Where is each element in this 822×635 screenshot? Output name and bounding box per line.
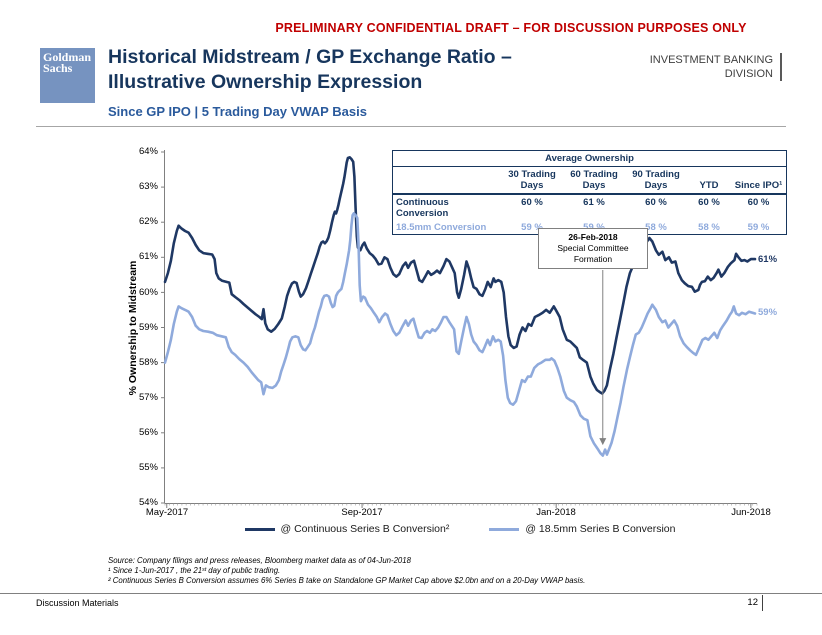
table-row-continuous: Continuous Conversion 60 % 61 % 60 % 60 … [393, 195, 786, 220]
cell-value: 59 % [747, 221, 770, 233]
cell-value: 58 % [698, 221, 720, 233]
footnote-source: Source: Company filings and press releas… [108, 556, 411, 565]
table-header-60d: 60 Trading Days [570, 169, 618, 191]
footer-deck-title: Discussion Materials [36, 598, 119, 608]
event-annotation-box: 26-Feb-2018 Special Committee Formation [538, 228, 648, 269]
y-axis-label: 56% [138, 427, 158, 438]
footnotes: Source: Company filings and press releas… [108, 556, 585, 585]
header-divider [36, 126, 786, 127]
legend-item-continuous: @ Continuous Series B Conversion² [244, 523, 450, 535]
end-label-18-5: 59% [758, 307, 778, 318]
legend-label-continuous: @ Continuous Series B Conversion² [280, 523, 450, 535]
page-title: Historical Midstream / GP Exchange Ratio… [108, 45, 648, 95]
average-ownership-table: Average Ownership 30 Trading Days 60 Tra… [392, 150, 787, 235]
division-line-2: DIVISION [724, 68, 773, 80]
x-axis-label: Jan-2018 [536, 507, 576, 518]
table-header-row: 30 Trading Days 60 Trading Days 90 Tradi… [393, 167, 786, 195]
cell-value: 60 % [645, 196, 667, 208]
legend-swatch-continuous [244, 527, 275, 531]
table-header-since-ipo: Since IPO¹ [734, 180, 783, 191]
table-header-90d: 90 Trading Days [632, 169, 680, 191]
division-line-1: INVESTMENT BANKING [649, 54, 773, 66]
cell-value: 58 % [645, 221, 667, 233]
cell-value: 60 % [747, 196, 770, 208]
y-axis-label: 64% [138, 146, 158, 157]
y-axis-label: 60% [138, 287, 158, 298]
table-row-18-5mm: 18.5mm Conversion 59 % 59 % 58 % 58 % 59… [393, 220, 786, 234]
legend-item-18-5: @ 18.5mm Series B Conversion [489, 523, 675, 535]
y-axis-label: 61% [138, 251, 158, 262]
table-header-ytd: YTD [699, 180, 719, 191]
cell-value: 59 % [521, 221, 543, 233]
page-number-bar [762, 595, 763, 611]
y-axis-label: 59% [138, 322, 158, 333]
chart-subtitle: Since GP IPO | 5 Trading Day VWAP Basis [108, 104, 367, 119]
row-label: Continuous Conversion [396, 196, 449, 219]
annotation-text-line-1: Special Committee [557, 243, 629, 253]
x-axis-label: Sep-2017 [341, 507, 383, 518]
y-axis-label: 58% [138, 357, 158, 368]
logo-line-1: Goldman [43, 50, 92, 64]
legend-label-18-5: @ 18.5mm Series B Conversion [525, 523, 676, 535]
y-axis-label: 62% [138, 216, 158, 227]
cell-value: 60 % [521, 196, 543, 208]
y-axis-label: 55% [138, 462, 158, 473]
annotation-date: 26-Feb-2018 [568, 232, 618, 242]
cell-value: 59 % [583, 221, 605, 233]
table-title: Average Ownership [393, 151, 786, 167]
end-label-continuous: 61% [758, 254, 778, 265]
goldman-sachs-logo: Goldman Sachs [40, 48, 95, 103]
page-title-line-1: Historical Midstream / GP Exchange Ratio… [108, 46, 512, 68]
confidentiality-disclaimer: PRELIMINARY CONFIDENTIAL DRAFT – FOR DIS… [275, 21, 747, 35]
division-label: INVESTMENT BANKING DIVISION [650, 53, 782, 81]
annotation-text-line-2: Formation [573, 254, 613, 264]
y-axis-label: 54% [138, 497, 158, 508]
legend-swatch-18-5 [489, 527, 520, 531]
chart-legend: @ Continuous Series B Conversion² @ 18.5… [165, 523, 755, 535]
y-axis-label: 57% [138, 392, 158, 403]
footer-divider [0, 593, 822, 594]
logo-line-2: Sachs [43, 61, 73, 75]
row-label: 18.5mm Conversion [396, 221, 487, 233]
y-axis-label: 63% [138, 181, 158, 192]
page-number: 12 [747, 597, 758, 608]
cell-value: 60 % [698, 196, 720, 208]
page-title-line-2: Illustrative Ownership Expression [108, 71, 423, 93]
table-header-30d: 30 Trading Days [508, 169, 556, 191]
footnote-2: ² Continuous Series B Conversion assumes… [108, 575, 586, 585]
x-axis-label: May-2017 [145, 507, 189, 518]
cell-value: 61 % [583, 196, 605, 208]
footnote-1: ¹ Since 1-Jun-2017 , the 21ˢᵗ day of pub… [108, 565, 281, 575]
x-axis-label: Jun-2018 [731, 507, 771, 518]
